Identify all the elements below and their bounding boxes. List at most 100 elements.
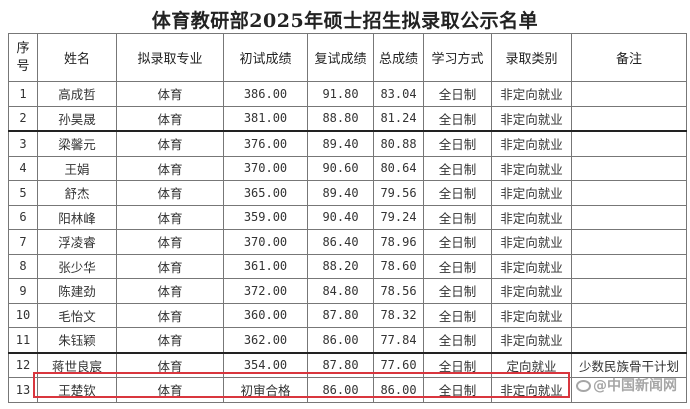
table-header-row: 序号 姓名 拟录取专业 初试成绩 复试成绩 总成绩 学习方式 录取类别 备注: [8, 33, 687, 82]
table-cell: 阳林峰: [37, 204, 117, 230]
table-cell: 80.88: [373, 130, 424, 157]
table-row: 1 高成哲 体育 386.00 91.80 83.04 全日制 非定向就业: [8, 81, 687, 107]
table-cell: 4: [8, 155, 38, 181]
table-cell: 全日制: [423, 352, 492, 378]
table-cell: 81.24: [373, 105, 424, 132]
table-cell: 孙昊晟: [37, 105, 117, 132]
table-cell: 张少华: [37, 253, 117, 279]
table-cell: 定向就业: [491, 352, 572, 378]
table-cell: 83.04: [373, 81, 424, 107]
table-cell: 非定向就业: [491, 377, 572, 403]
table-cell: 88.80: [307, 105, 374, 132]
table-cell: 全日制: [423, 302, 492, 328]
table-cell: [571, 155, 687, 181]
table-cell: 体育: [116, 204, 224, 230]
table-cell: 非定向就业: [491, 278, 572, 304]
admission-table: 序号 姓名 拟录取专业 初试成绩 复试成绩 总成绩 学习方式 录取类别 备注 1 高成哲 体育 386…: [8, 33, 687, 403]
table-cell: 9: [8, 278, 38, 304]
page-title: 体育教研部2025年硕士招生拟录取公示名单: [151, 10, 539, 32]
table-cell: 86.00: [373, 377, 424, 403]
table-row: 10 毛怡文 体育 360.00 87.80 78.32 全日制 非定向就业: [8, 302, 687, 328]
table-row: 4 王娟 体育 370.00 90.60 80.64 全日制 非定向就业: [8, 155, 687, 181]
table-cell: 12: [8, 352, 38, 378]
table-row: 6 阳林峰 体育 359.00 90.40 79.24 全日制 非定向就业: [8, 204, 687, 230]
table-cell: 77.60: [373, 352, 424, 378]
table-cell: [571, 81, 687, 107]
column-header: 初试成绩: [223, 33, 308, 82]
table-cell: 370.00: [223, 229, 308, 255]
table-row: 3 梁馨元 体育 376.00 89.40 80.88 全日制 非定向就业: [8, 130, 687, 157]
table-cell: [571, 229, 687, 255]
column-header: 总成绩: [373, 33, 424, 82]
table-cell: [571, 327, 687, 354]
table-cell: 王娟: [37, 155, 117, 181]
table-cell: 78.96: [373, 229, 424, 255]
table-cell: 386.00: [223, 81, 308, 107]
table-cell: 7: [8, 229, 38, 255]
weibo-logo-icon: [576, 380, 591, 392]
table-cell: 80.64: [373, 155, 424, 181]
table-cell: [571, 105, 687, 132]
column-header: 备注: [571, 33, 687, 82]
table-cell: 86.40: [307, 229, 374, 255]
table-cell: 2: [8, 105, 38, 132]
table-cell: 朱钰颖: [37, 327, 117, 354]
table-cell: 舒杰: [37, 180, 117, 206]
table-cell: 1: [8, 81, 38, 107]
table-cell: [571, 130, 687, 157]
column-header: 录取类别: [491, 33, 572, 82]
table-row: 12 蒋世良宸 体育 354.00 87.80 77.60 全日制 定向就业 少数民族骨干计划: [8, 352, 687, 378]
table-cell: 全日制: [423, 105, 492, 132]
table-cell: 体育: [116, 377, 224, 403]
table-cell: 86.00: [307, 377, 374, 403]
table-cell: 90.40: [307, 204, 374, 230]
table-cell: [571, 204, 687, 230]
table-cell: 非定向就业: [491, 130, 572, 157]
table-cell: 浮凌睿: [37, 229, 117, 255]
table-row: 7 浮凌睿 体育 370.00 86.40 78.96 全日制 非定向就业: [8, 229, 687, 255]
table-cell: 非定向就业: [491, 155, 572, 181]
table-cell: 361.00: [223, 253, 308, 279]
table-cell: 87.80: [307, 302, 374, 328]
table-cell: 78.56: [373, 278, 424, 304]
table-cell: 少数民族骨干计划: [571, 352, 687, 378]
table-cell: 89.40: [307, 180, 374, 206]
table-cell: 88.20: [307, 253, 374, 279]
table-cell: 5: [8, 180, 38, 206]
table-cell: 79.56: [373, 180, 424, 206]
table-cell: 非定向就业: [491, 105, 572, 132]
table-cell: 372.00: [223, 278, 308, 304]
table-cell: 体育: [116, 130, 224, 157]
table-cell: [571, 278, 687, 304]
table-cell: 全日制: [423, 253, 492, 279]
table-cell: 全日制: [423, 278, 492, 304]
table-cell: 体育: [116, 302, 224, 328]
table-cell: 全日制: [423, 180, 492, 206]
table-cell: 362.00: [223, 327, 308, 354]
table-cell: 王楚钦: [37, 377, 117, 403]
table-cell: 体育: [116, 81, 224, 107]
table-cell: 全日制: [423, 377, 492, 403]
table-cell: 77.84: [373, 327, 424, 354]
column-header: 复试成绩: [307, 33, 374, 82]
table-cell: [571, 377, 687, 403]
table-cell: 78.60: [373, 253, 424, 279]
table-cell: 86.00: [307, 327, 374, 354]
table-cell: 陈建劲: [37, 278, 117, 304]
table-cell: 全日制: [423, 229, 492, 255]
table-cell: 体育: [116, 105, 224, 132]
table-cell: 全日制: [423, 81, 492, 107]
column-header: 姓名: [37, 33, 117, 82]
table-cell: 梁馨元: [37, 130, 117, 157]
table-cell: 体育: [116, 229, 224, 255]
table-cell: 381.00: [223, 105, 308, 132]
table-cell: 全日制: [423, 327, 492, 354]
table-cell: 体育: [116, 278, 224, 304]
table-cell: 360.00: [223, 302, 308, 328]
column-header: 学习方式: [423, 33, 492, 82]
table-row: 8 张少华 体育 361.00 88.20 78.60 全日制 非定向就业: [8, 253, 687, 279]
table-cell: 78.32: [373, 302, 424, 328]
table-cell: 376.00: [223, 130, 308, 157]
table-cell: 非定向就业: [491, 229, 572, 255]
table-cell: [571, 253, 687, 279]
